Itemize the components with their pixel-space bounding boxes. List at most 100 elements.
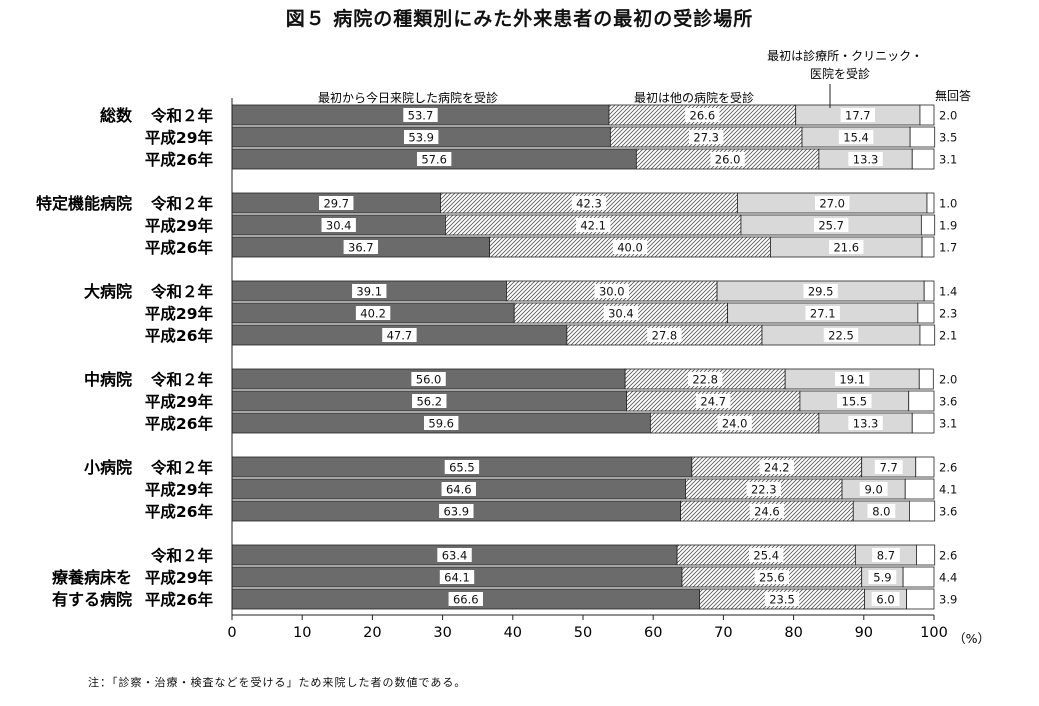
data-label: 8.0 [872,505,890,519]
data-label: 40.0 [617,241,643,255]
bar-segment [926,192,935,214]
data-label: 27.8 [652,329,678,343]
year-label: 平成26年 [145,326,214,345]
data-label-no-answer: 2.6 [939,461,957,475]
x-tick-label: 20 [363,625,381,641]
group-label: 療養病床を [52,568,132,587]
data-label-bg [872,548,900,562]
data-label-bg [321,218,356,232]
data-label: 19.1 [839,373,865,387]
data-label: 36.7 [348,241,374,255]
year-label: 平成29年 [145,480,214,499]
bar-segment [902,566,935,588]
bar-segment [923,280,935,302]
data-label: 15.5 [842,395,868,409]
data-label-no-answer: 1.7 [939,241,957,255]
x-tick-label: 100 [920,625,948,641]
data-label-bg [717,416,752,430]
data-label: 63.4 [442,549,468,563]
data-label: 53.7 [408,109,434,123]
unit-label: （%） [953,631,990,646]
bar-segment [906,588,935,610]
data-label: 47.7 [387,329,413,343]
data-label: 22.3 [751,483,777,497]
data-label-bg [448,592,483,606]
data-label: 64.1 [444,571,470,585]
data-label: 13.3 [853,417,879,431]
x-tick-label: 40 [504,625,522,641]
bar-segment [908,390,935,412]
bar-segment [919,104,935,126]
data-label: 30.0 [599,285,625,299]
series-label-clinic: 最初は診療所・クリニック・ [767,48,923,63]
series-label-no-answer: 無回答 [935,88,971,103]
series-label-own-hospital: 最初から今日来院した病院を受診 [318,90,498,105]
data-label: 59.6 [428,417,454,431]
data-label: 24.6 [754,505,780,519]
data-label-bg [815,196,850,210]
data-label-bg [749,548,784,562]
data-label-no-answer: 2.0 [939,373,957,387]
data-label-bg [837,394,872,408]
data-label-bg [437,548,472,562]
data-label-bg [687,372,723,386]
bar-segment [909,500,936,522]
data-label-bg [343,240,379,254]
year-label: 平成26年 [145,414,214,433]
data-label-bg [439,570,475,584]
data-label-bg [423,416,459,430]
data-label-bg [710,152,745,166]
data-label-no-answer: 3.6 [939,505,957,519]
year-label: 令和２年 [150,546,214,565]
year-label: 平成29年 [145,216,214,235]
data-label: 24.2 [764,461,790,475]
data-label-no-answer: 2.0 [939,109,957,123]
data-label-no-answer: 3.5 [939,131,957,145]
data-label: 13.3 [853,153,879,167]
data-label-bg [874,460,903,474]
group-label: 大病院 [84,282,132,301]
x-tick-label: 10 [293,625,311,641]
group-label: 中病院 [84,370,132,389]
data-label: 53.9 [408,131,434,145]
year-label: 平成29年 [145,128,214,147]
data-label-bg [754,570,790,584]
data-label: 9.0 [864,483,882,497]
data-label: 17.7 [845,109,871,123]
data-label: 5.9 [873,571,891,585]
bar-segment [918,368,934,390]
year-label: 平成29年 [145,568,214,587]
x-tick-label: 90 [855,625,873,641]
data-label-bg [840,108,876,122]
data-label: 24.0 [722,417,748,431]
bar-segment [911,412,935,434]
data-label: 65.5 [449,461,475,475]
bar-segment [917,302,935,324]
data-label-bg [803,284,838,298]
data-label-no-answer: 3.6 [939,395,957,409]
data-label-bg [594,284,629,298]
data-label-bg [411,372,446,386]
data-label: 66.6 [453,593,479,607]
data-label-bg [838,130,874,144]
year-label: 平成26年 [145,502,214,521]
data-label: 56.0 [416,373,442,387]
data-label: 8.7 [877,549,895,563]
year-label: 令和２年 [150,282,214,301]
data-label-bg [647,328,682,342]
data-label-no-answer: 3.9 [939,593,957,607]
x-tick-label: 0 [227,625,236,641]
data-label-no-answer: 1.4 [939,285,957,299]
data-label: 57.6 [421,153,447,167]
group-label: 特定機能病院 [36,194,132,213]
year-label: 平成26年 [145,238,214,257]
data-label-bg [759,460,794,474]
data-label-bg [355,306,391,320]
data-label: 26.0 [715,153,741,167]
data-label-bg [403,108,438,122]
x-tick-label: 70 [714,625,732,641]
data-label: 25.7 [818,219,844,233]
year-label: 平成29年 [145,392,214,411]
data-label-bg [412,394,447,408]
data-label-no-answer: 4.1 [939,483,957,497]
